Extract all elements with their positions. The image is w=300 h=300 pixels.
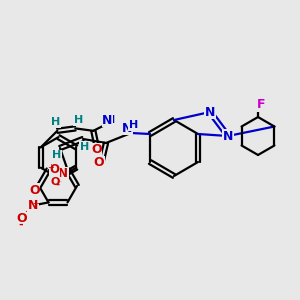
- Text: H: H: [74, 115, 83, 125]
- Text: N: N: [102, 114, 112, 127]
- Text: F: F: [257, 98, 265, 112]
- Text: O: O: [49, 163, 59, 176]
- Text: +: +: [47, 163, 54, 172]
- Text: -: -: [56, 180, 60, 190]
- Text: H: H: [51, 117, 61, 128]
- Text: H: H: [129, 120, 138, 130]
- Text: O: O: [29, 184, 40, 197]
- Text: +: +: [32, 199, 39, 208]
- Text: N: N: [122, 122, 132, 134]
- Text: O: O: [50, 177, 60, 187]
- Text: -: -: [18, 220, 22, 230]
- Text: N: N: [58, 167, 68, 180]
- Text: H: H: [52, 151, 61, 160]
- Text: O: O: [91, 143, 102, 156]
- Text: H: H: [80, 142, 89, 152]
- Text: N: N: [205, 106, 215, 118]
- Text: O: O: [94, 157, 104, 169]
- Text: N: N: [28, 199, 38, 212]
- Text: O: O: [17, 212, 27, 225]
- Text: N: N: [223, 130, 233, 142]
- Text: H: H: [106, 115, 116, 125]
